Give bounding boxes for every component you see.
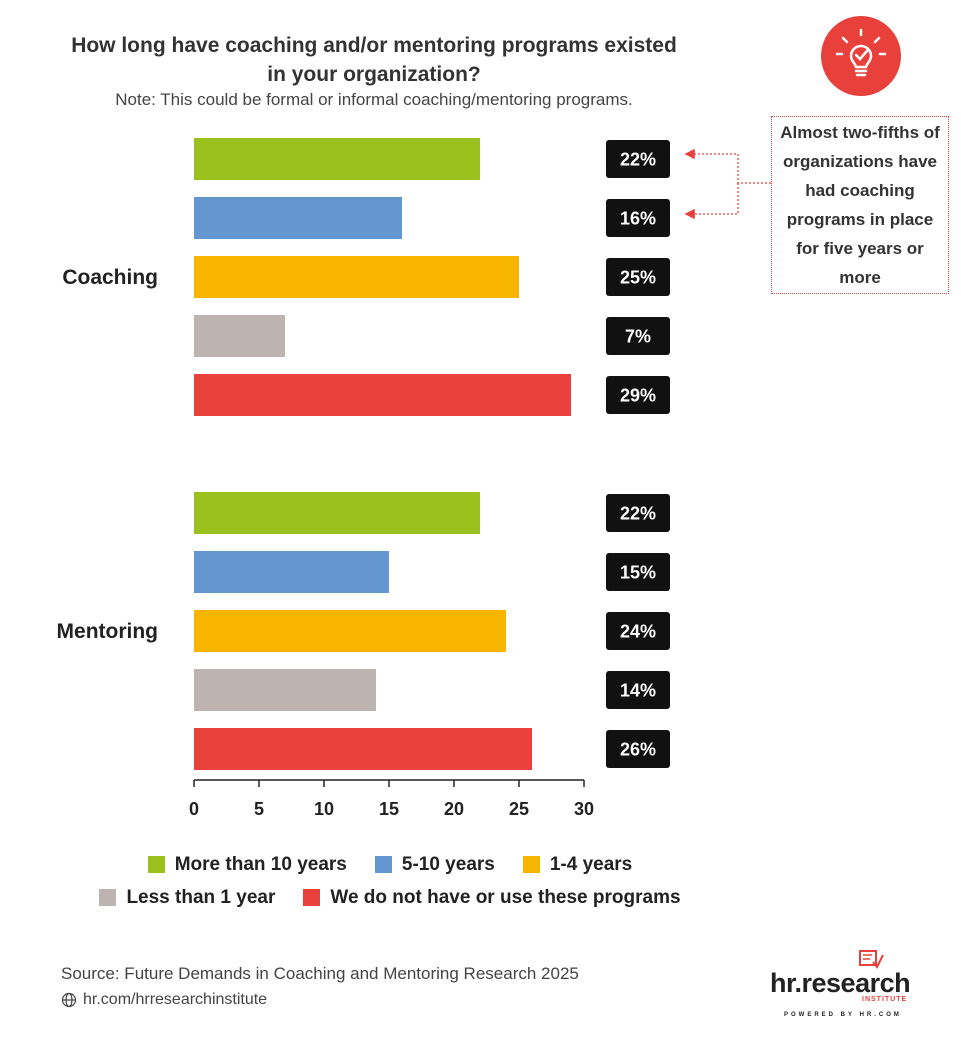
legend-item: 5-10 years [374,853,495,876]
x-tick-label: 15 [379,799,399,819]
data-label: 14% [620,681,656,701]
legend-item: We do not have or use these programs [303,886,681,909]
chart-legend: More than 10 years 5-10 years 1-4 years Le… [0,848,780,914]
chart-subtitle: Note: This could be formal or informal c… [115,90,633,109]
data-label-box [606,199,670,237]
data-label-box [606,258,670,296]
callout-arrows [684,148,771,220]
data-label: 24% [620,622,656,642]
source-text: Source: Future Demands in Coaching and M… [61,964,579,983]
callout-box: Almost two-fifths of organizations have … [771,116,949,294]
legend-label: 5-10 years [401,853,495,875]
legend-swatch [303,889,321,906]
legend-row-1: More than 10 years 5-10 years 1-4 years [0,848,780,881]
bar-coaching-2 [194,197,402,239]
data-label: 22% [620,504,656,524]
data-label-box [606,730,670,768]
logo-wordmark: hr.research [770,968,911,998]
data-label: 15% [620,563,656,583]
legend-label: We do not have or use these programs [330,886,681,908]
legend-label: Less than 1 year [126,886,276,908]
legend-item: Less than 1 year [99,887,275,909]
bar-mentoring-1 [194,492,480,534]
data-label-box [606,612,670,650]
data-label: 29% [620,386,656,406]
legend-swatch [522,856,540,873]
bar-mentoring-3 [194,610,506,652]
x-tick-label: 5 [254,799,264,819]
legend-label: More than 10 years [174,853,347,875]
bar-coaching-4 [194,315,285,357]
data-label-box [606,553,670,591]
data-label: 26% [620,740,656,760]
data-label-box [606,494,670,532]
bar-coaching-1 [194,138,480,180]
x-tick-label: 20 [444,799,464,819]
legend-item: 1-4 years [522,853,633,876]
data-label: 7% [625,327,651,347]
logo-subtitle: INSTITUTE [862,996,908,1003]
legend-row-2: Less than 1 year We do not have or use th… [0,881,780,914]
legend-item: More than 10 years [147,853,347,876]
website-link[interactable]: hr.com/hrresearchinstitute [61,991,267,1009]
data-label-box [606,376,670,414]
data-label: 16% [620,209,656,229]
data-label: 25% [620,268,656,288]
bar-mentoring-5 [194,728,532,770]
hr-research-institute-logo: hr.research INSTITUTE POWERED BY HR.COM [770,948,915,1023]
callout-text: Almost two-fifths of organizations have … [780,123,940,287]
data-label-box [606,671,670,709]
legend-label: 1-4 years [549,853,633,875]
legend-swatch [99,889,117,906]
legend-swatch [147,856,165,873]
legend-swatch [374,856,392,873]
bar-mentoring-4 [194,669,376,711]
x-tick-label: 25 [509,799,529,819]
logo-powered-by: POWERED BY HR.COM [784,1012,902,1018]
bar-chart: Coaching Mentoring 22% 16% 25% 7% 29% 22% 15% 24… [57,138,771,819]
bar-coaching-5 [194,374,571,416]
lightbulb-check-icon [821,16,901,96]
group-label-mentoring: Mentoring [57,620,158,643]
group-label-coaching: Coaching [62,266,158,289]
title-line-2: in your organization? [267,63,481,86]
website-text: hr.com/hrresearchinstitute [83,991,268,1008]
x-tick-label: 0 [189,799,199,819]
bar-coaching-3 [194,256,519,298]
x-tick-label: 10 [314,799,334,819]
title-line-1: How long have coaching and/or mentoring … [71,34,677,57]
certificate-icon [859,950,884,969]
data-label-box [606,140,670,178]
data-label: 22% [620,150,656,170]
chart-title: How long have coaching and/or mentoring … [40,31,708,89]
x-tick-label: 30 [574,799,594,819]
globe-icon [61,992,77,1008]
data-label-box [606,317,670,355]
bar-mentoring-2 [194,551,389,593]
